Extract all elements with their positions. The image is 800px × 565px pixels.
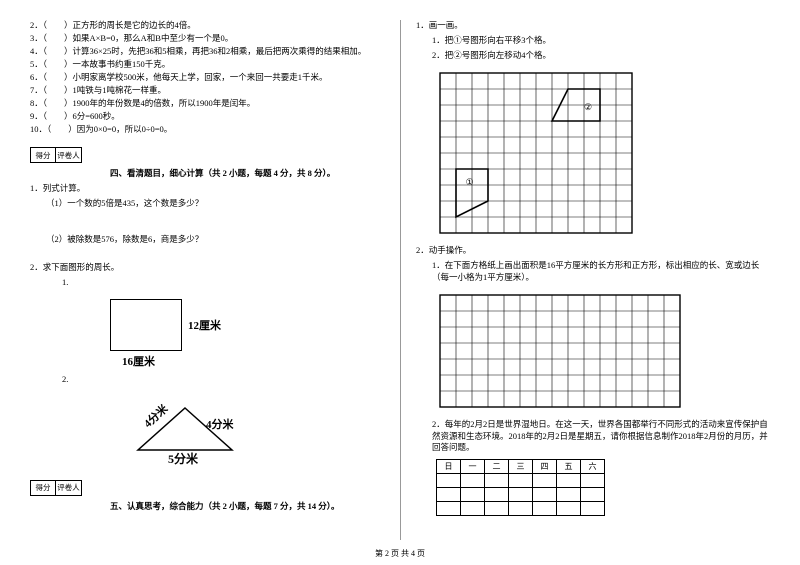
grid-figure-2 <box>436 291 770 411</box>
judge-9: 9．（ ）6分=600秒。 <box>30 111 385 122</box>
judge-10: 10．（ ）因为0×0=0，所以0÷0=0。 <box>30 124 385 135</box>
q2-2: 2. <box>62 374 385 384</box>
cal-h0: 日 <box>437 460 461 474</box>
cal-row <box>437 488 605 502</box>
rectangle-figure: 12厘米 16厘米 <box>110 299 270 351</box>
judge-4: 4．（ ）计算36×25时，先把36和5相乘，再把36和2相乘，最后把两次乘得的… <box>30 46 385 57</box>
section-4-title: 四、看清题目，细心计算（共 2 小题，每题 4 分，共 8 分）。 <box>110 167 385 179</box>
left-column: 2．（ ）正方形的周长是它的边长的4倍。 3．（ ）如果A×B=0，那么A和B中… <box>30 20 400 540</box>
svg-text:②: ② <box>584 102 592 112</box>
grid2-svg <box>436 291 684 411</box>
section-5-title: 五、认真思考，综合能力（共 2 小题，每题 7 分，共 14 分）。 <box>110 500 385 512</box>
r-q2-1: 1．在下面方格纸上画出面积是16平方厘米的长方形和正方形，标出相应的长、宽或边长… <box>432 260 770 283</box>
judge-5: 5．（ ）一本故事书约重150千克。 <box>30 59 385 70</box>
grid-figure-1: ②① <box>436 69 770 237</box>
judge-8: 8．（ ）1900年的年份数是4的倍数，所以1900年是闰年。 <box>30 98 385 109</box>
cal-h3: 三 <box>509 460 533 474</box>
cal-h4: 四 <box>533 460 557 474</box>
score-label: 得分 <box>30 147 56 163</box>
right-column: 1．画一画。 1．把①号图形向右平移3个格。 2．把②号图形向左移动4个格。 ②… <box>400 20 770 540</box>
rectangle-shape <box>110 299 182 351</box>
tri-right-label: 4分米 <box>206 417 234 431</box>
calendar-table: 日 一 二 三 四 五 六 <box>436 459 605 516</box>
score-box-5: 得分 评卷人 <box>30 480 385 496</box>
q2-1: 1. <box>62 277 385 287</box>
cal-row <box>437 474 605 488</box>
judge-6: 6．（ ）小明家离学校500米，他每天上学，回家，一个来回一共要走1千米。 <box>30 72 385 83</box>
reviewer-label-5: 评卷人 <box>56 480 82 496</box>
r-q2: 2．动手操作。 <box>416 245 770 256</box>
q2: 2．求下面图形的周长。 <box>30 262 385 273</box>
r-q1-2: 2．把②号图形向左移动4个格。 <box>432 49 770 61</box>
svg-text:①: ① <box>466 177 474 187</box>
cal-row <box>437 502 605 516</box>
rect-label-bottom: 16厘米 <box>122 353 155 369</box>
calendar-head-row: 日 一 二 三 四 五 六 <box>437 460 605 474</box>
judge-7: 7．（ ）1吨铁与1吨棉花一样重。 <box>30 85 385 96</box>
r-q2-2: 2．每年的2月2日是世界湿地日。在这一天，世界各国都举行不同形式的活动来宣传保护… <box>432 419 770 453</box>
page-footer: 第 2 页 共 4 页 <box>0 548 800 559</box>
tri-bottom-label: 5分米 <box>168 451 199 466</box>
judge-3: 3．（ ）如果A×B=0，那么A和B中至少有一个是0。 <box>30 33 385 44</box>
rect-label-right: 12厘米 <box>188 317 221 333</box>
judge-2: 2．（ ）正方形的周长是它的边长的4倍。 <box>30 20 385 31</box>
cal-h6: 六 <box>581 460 605 474</box>
q1-2: （2）被除数是576，除数是6，商是多少？ <box>46 233 385 245</box>
cal-h2: 二 <box>485 460 509 474</box>
score-label-5: 得分 <box>30 480 56 496</box>
page-columns: 2．（ ）正方形的周长是它的边长的4倍。 3．（ ）如果A×B=0，那么A和B中… <box>30 20 770 540</box>
cal-h1: 一 <box>461 460 485 474</box>
score-box-4: 得分 评卷人 <box>30 147 385 163</box>
tri-left-label: 4分米 <box>141 402 172 430</box>
r-q1: 1．画一画。 <box>416 20 770 31</box>
cal-h5: 五 <box>557 460 581 474</box>
grid1-svg: ②① <box>436 69 636 237</box>
r-q1-1: 1．把①号图形向右平移3个格。 <box>432 34 770 46</box>
triangle-figure: 4分米 4分米 5分米 <box>120 402 270 468</box>
reviewer-label: 评卷人 <box>56 147 82 163</box>
triangle-svg: 4分米 4分米 5分米 <box>120 402 250 466</box>
q1-1: （1）一个数的5倍是435，这个数是多少？ <box>46 197 385 209</box>
q1: 1．列式计算。 <box>30 183 385 194</box>
